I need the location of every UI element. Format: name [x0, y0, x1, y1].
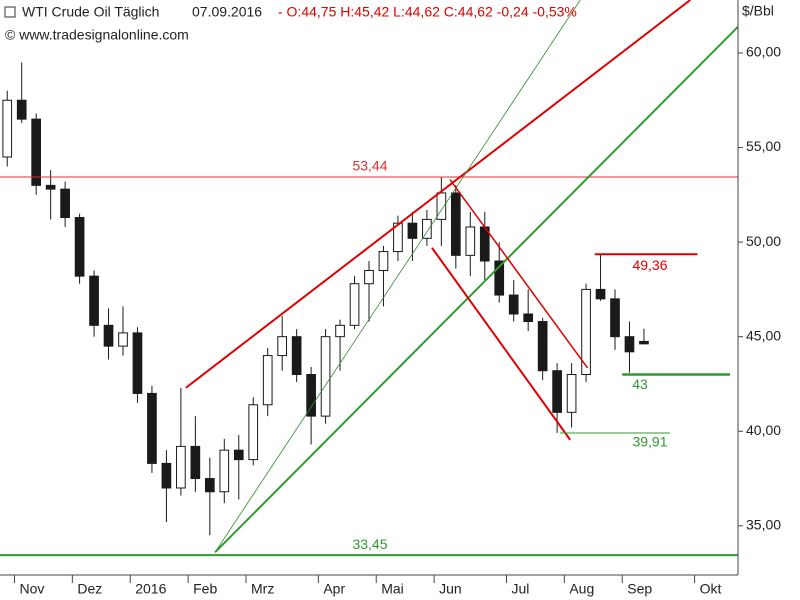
header-quote: - O:44,75 H:45,42 L:44,62 C:44,62 -0,24 … — [278, 4, 577, 20]
candle-body — [422, 218, 432, 239]
candle-body — [624, 336, 635, 353]
candle-body — [523, 313, 534, 323]
header-source: © www.tradesignalonline.com — [5, 27, 189, 43]
candle-body — [436, 192, 447, 220]
candle-body — [132, 332, 143, 394]
level-label: 49,36 — [632, 257, 667, 273]
candle-body — [74, 217, 85, 277]
y-tick-label: 45,00 — [746, 327, 781, 343]
candle-body — [118, 332, 128, 347]
candle-body — [393, 222, 403, 253]
header-icon — [4, 6, 16, 18]
x-tick-label: Nov — [19, 581, 44, 597]
y-tick-label: 55,00 — [746, 138, 781, 154]
candle-body — [552, 370, 562, 413]
candle-body — [60, 188, 70, 219]
candle-body — [31, 118, 42, 186]
y-tick-label: 60,00 — [746, 44, 781, 60]
x-tick-label: 2016 — [135, 581, 166, 597]
candle-body — [248, 404, 259, 461]
x-tick-label: Jun — [439, 581, 462, 597]
candle-body — [349, 283, 360, 326]
candle-body — [508, 294, 519, 315]
x-tick-label: Sep — [627, 581, 652, 597]
candle-body — [233, 449, 244, 461]
candle-body — [45, 184, 56, 190]
trend-line — [431, 247, 571, 441]
candle-body — [204, 478, 215, 493]
header-title: WTI Crude Oil Täglich — [22, 4, 159, 20]
level-label: 53,44 — [352, 158, 387, 174]
y-tick-label: 35,00 — [746, 517, 781, 533]
candle-body — [364, 269, 374, 285]
x-tick-label: Dez — [77, 581, 102, 597]
candle-body — [262, 355, 273, 406]
x-tick-label: Feb — [193, 581, 217, 597]
x-tick-label: Mai — [381, 581, 404, 597]
candle-body — [610, 298, 620, 338]
candle-body — [335, 324, 345, 338]
candle-body — [595, 288, 606, 300]
candle-body — [161, 462, 172, 489]
x-tick-label: Apr — [323, 581, 345, 597]
trend-line — [214, 0, 581, 553]
candle-body — [450, 192, 461, 256]
level-label: 33,45 — [352, 536, 387, 552]
candle-body — [639, 340, 649, 345]
level-label: 39,91 — [632, 434, 667, 450]
header-date: 07.09.2016 — [192, 4, 262, 20]
plot-area — [0, 0, 738, 557]
candle-body — [103, 324, 114, 347]
x-tick-label: Jul — [511, 581, 529, 597]
x-tick-label: Mrz — [251, 581, 274, 597]
candle-body — [306, 374, 316, 417]
level-label: 43 — [632, 376, 648, 392]
candle-body — [291, 336, 302, 376]
candle-body — [277, 336, 288, 357]
candle-body — [176, 445, 186, 489]
candle-body — [320, 336, 331, 417]
trend-line — [185, 0, 691, 389]
y-axis-label: $/Bbl — [742, 3, 774, 19]
y-tick-label: 40,00 — [746, 422, 781, 438]
y-tick-label: 50,00 — [746, 233, 781, 249]
candle-body — [465, 226, 476, 256]
candle-body — [89, 275, 99, 326]
x-tick-label: Okt — [700, 581, 722, 597]
x-tick-label: Aug — [569, 581, 594, 597]
candle-body — [537, 321, 548, 372]
trend-line — [214, 25, 738, 554]
trend-line — [449, 179, 589, 369]
candle-body — [147, 392, 157, 464]
candle-body — [16, 99, 27, 120]
candle-body — [190, 445, 201, 480]
candle-body — [407, 222, 418, 239]
candle-body — [494, 260, 505, 296]
candle-body — [219, 449, 230, 493]
candle-body — [581, 288, 591, 376]
candle-body — [378, 251, 389, 271]
candle-body — [566, 374, 577, 413]
candle-body — [2, 99, 13, 158]
